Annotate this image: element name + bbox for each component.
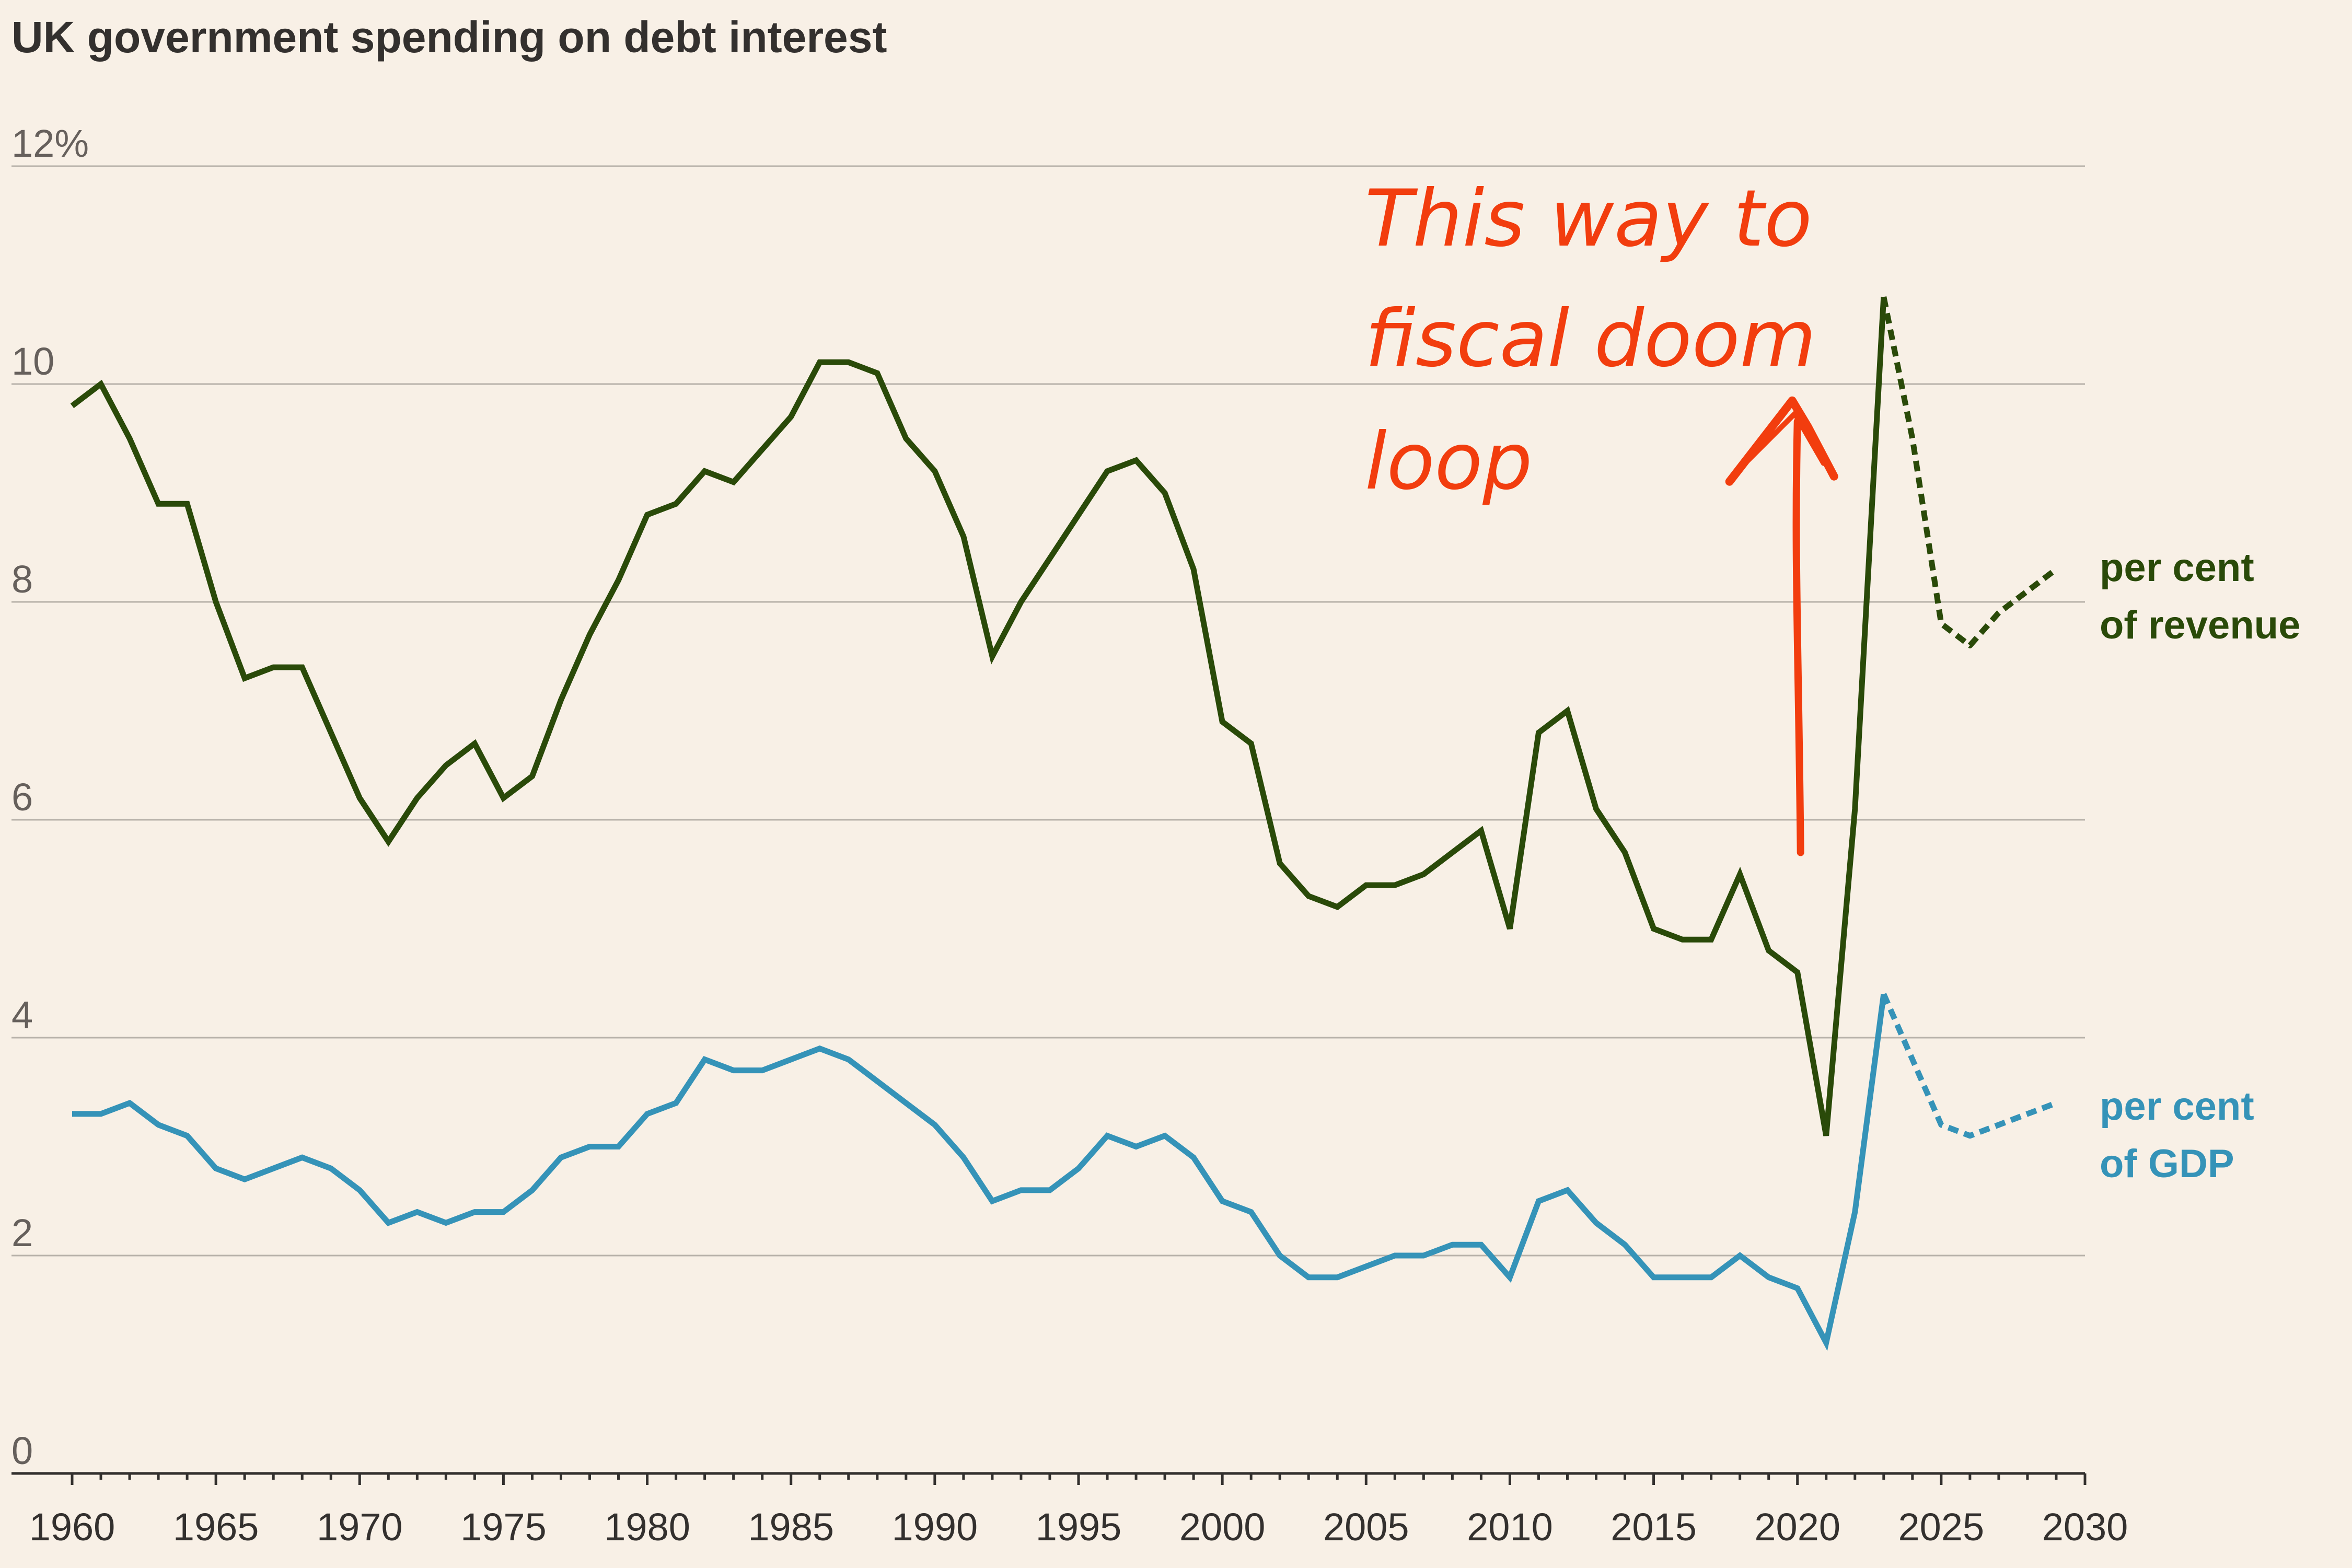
x-tick-label: 2000: [1179, 1505, 1266, 1549]
x-tick-label: 2010: [1467, 1505, 1553, 1549]
forecast-line-revenue: [1881, 296, 2058, 648]
x-tick-label: 1960: [29, 1505, 115, 1549]
x-tick-label: 2005: [1323, 1505, 1409, 1549]
x-tick-label: 1995: [1036, 1505, 1122, 1549]
annotation-arrow-head-fill: [1737, 409, 1826, 471]
series-line-revenue: [70, 296, 1887, 1136]
y-tick-label: 12%: [11, 122, 89, 165]
series-label-gdp: of GDP: [2100, 1142, 2234, 1186]
y-tick-label: 2: [11, 1211, 33, 1255]
x-tick-label: 1985: [748, 1505, 834, 1549]
x-tick-label: 2020: [1754, 1505, 1840, 1549]
series-label-revenue: of revenue: [2100, 603, 2300, 647]
y-tick-label: 0: [11, 1429, 33, 1472]
series-lines: [70, 296, 2058, 1351]
y-tick-label: 6: [11, 775, 33, 819]
x-axis: 1960 1965 1970 1975 1980 1985 1990 1995 2000 2005…: [11, 1472, 2128, 1549]
forecast-line-gdp: [1881, 993, 2057, 1139]
y-tick-label: 10: [11, 340, 54, 383]
series-line-gdp: [72, 993, 1887, 1351]
y-axis-ticks: 0 2 4 6 8 10 12%: [11, 122, 89, 1472]
x-tick-label: 2030: [2042, 1505, 2128, 1549]
series-label-gdp: per cent: [2100, 1084, 2254, 1129]
x-tick-label: 1965: [173, 1505, 259, 1549]
annotation-text: fiscal doom: [1365, 294, 1816, 385]
annotation-arrow-shaft: [1792, 417, 1804, 856]
x-tick-label: 1970: [317, 1505, 403, 1549]
series-labels: per cent of revenue per cent of GDP: [2100, 545, 2300, 1186]
y-tick-label: 8: [11, 557, 33, 601]
y-tick-label: 4: [11, 993, 33, 1037]
x-tick-label: 1990: [892, 1505, 978, 1549]
x-tick-label: 1975: [460, 1505, 547, 1549]
annotation-text: This way to: [1365, 173, 1812, 264]
x-tick-label: 2015: [1611, 1505, 1697, 1549]
series-label-revenue: per cent: [2100, 545, 2254, 590]
annotation-arrow-head: [1725, 396, 1838, 486]
x-tick-label: 1980: [604, 1505, 690, 1549]
x-tick-label: 2025: [1898, 1505, 1985, 1549]
chart-title: UK government spending on debt interest: [11, 13, 887, 62]
annotation-text: loop: [1365, 416, 1532, 507]
annotation: This way to fiscal doom loop: [1365, 173, 1838, 856]
